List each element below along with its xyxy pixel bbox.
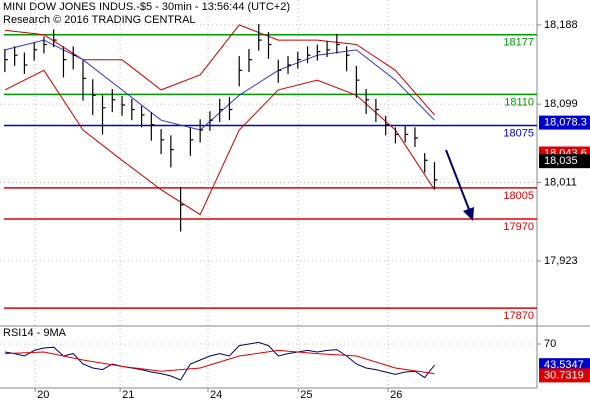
y-tick-label: 18,011 bbox=[544, 176, 577, 188]
level-label: 18177 bbox=[503, 37, 534, 49]
price-tag bbox=[539, 368, 590, 383]
price-tag-label: 30.7319 bbox=[544, 369, 584, 381]
level-label: 18110 bbox=[504, 96, 534, 108]
rsi-ma-line bbox=[4, 349, 435, 375]
level-label: 17970 bbox=[503, 221, 534, 233]
y-tick-label: 70 bbox=[544, 338, 556, 350]
price-tag bbox=[539, 115, 590, 130]
level-label: 17870 bbox=[503, 310, 534, 322]
chart-title: MINI DOW JONES INDUS.-$5 - 30min - 13:56… bbox=[3, 1, 290, 13]
x-tick-label: 25 bbox=[300, 389, 312, 400]
y-tick-label: 18,188 bbox=[544, 19, 578, 31]
upper-band bbox=[4, 24, 435, 116]
x-tick-label: 26 bbox=[390, 389, 402, 400]
lower-band bbox=[4, 69, 435, 216]
price-tag-label: 43.5347 bbox=[544, 359, 584, 371]
price-tag-label: 18,078.3 bbox=[544, 117, 587, 129]
y-tick-label: 18,099 bbox=[544, 98, 578, 110]
x-tick-label: 20 bbox=[37, 389, 49, 400]
x-tick-label: 24 bbox=[210, 389, 222, 400]
x-tick-label: 21 bbox=[122, 389, 134, 400]
y-tick-label: 17,923 bbox=[544, 255, 578, 267]
rsi-line bbox=[4, 341, 435, 381]
chart-subtitle: Research © 2016 TRADING CENTRAL bbox=[3, 14, 196, 26]
level-label: 18005 bbox=[503, 190, 534, 202]
price-tag bbox=[539, 154, 590, 169]
level-label: 18075 bbox=[503, 127, 534, 139]
forecast-arrow bbox=[445, 149, 474, 221]
price-tag-label: 18,035 bbox=[544, 155, 578, 167]
